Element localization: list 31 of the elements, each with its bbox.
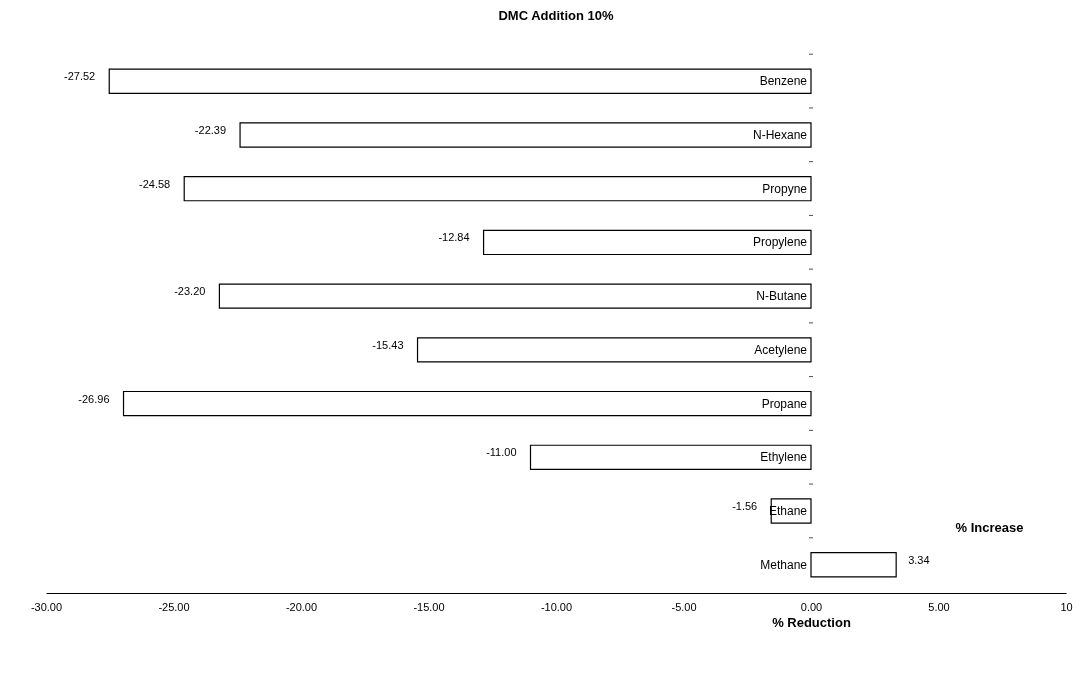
chart-title: DMC Addition 10% <box>498 8 614 23</box>
x-tick-label: -25.00 <box>158 600 190 613</box>
x-tick-label: 0.00 <box>800 600 823 613</box>
y-tick-label: Propylene <box>752 235 808 250</box>
data-label: -11.00 <box>486 446 517 459</box>
data-label: -12.84 <box>438 231 470 244</box>
data-label: -1.56 <box>732 500 758 513</box>
x-tick-label: -15.00 <box>413 600 445 613</box>
y-tick-label: N-Butane <box>756 289 808 304</box>
x-tick-label: -10.00 <box>540 600 573 613</box>
x-axis-title: % Reduction <box>772 614 851 630</box>
x-tick-label: -30.00 <box>30 600 63 613</box>
data-label: -26.96 <box>78 392 110 405</box>
x-tick-label: 5.00 <box>928 600 950 613</box>
x-tick-label: -20.00 <box>285 600 318 613</box>
data-label: 3.34 <box>908 553 930 566</box>
x-tick-label: -5.00 <box>671 600 697 613</box>
y-tick-label: Ethylene <box>760 450 808 465</box>
data-label: -15.43 <box>372 338 404 351</box>
annotation: % Increase <box>955 520 1024 536</box>
x-tick-label: 10 <box>1060 600 1073 613</box>
y-tick-label: N-Hexane <box>752 127 808 142</box>
y-tick-label: Propane <box>761 396 808 411</box>
y-tick-label: Acetylene <box>754 342 808 357</box>
y-tick-label: Propyne <box>762 181 808 196</box>
data-label: -24.58 <box>139 177 171 190</box>
data-label: -23.20 <box>174 285 206 298</box>
y-tick-label: Benzene <box>759 74 808 89</box>
data-label: -22.39 <box>194 123 227 136</box>
data-label: -27.52 <box>64 70 96 83</box>
y-tick-label: Methane <box>760 557 808 572</box>
